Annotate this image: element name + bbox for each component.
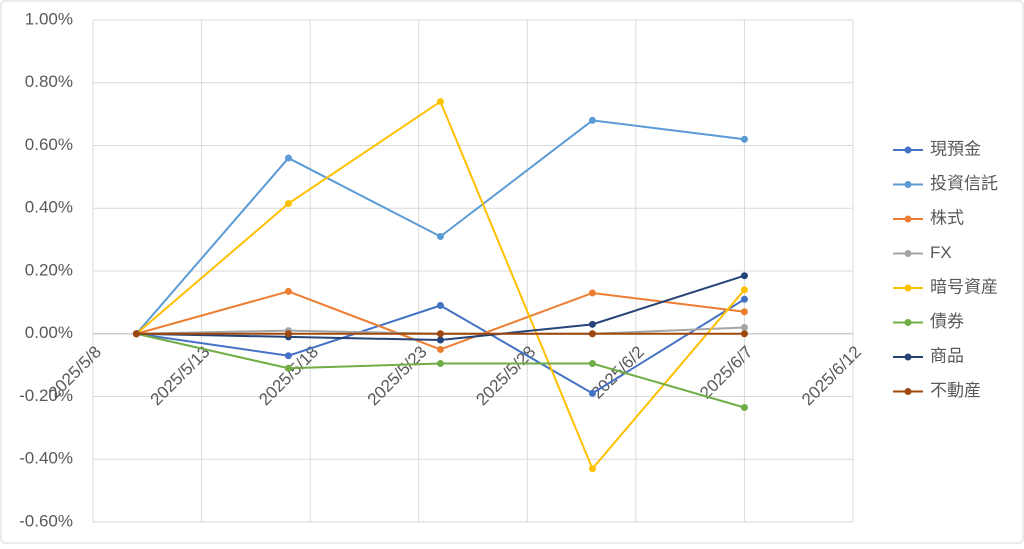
point	[588, 330, 596, 338]
point	[436, 360, 444, 368]
legend-marker	[904, 181, 912, 188]
legend-marker	[904, 215, 912, 223]
legend-marker	[904, 250, 912, 257]
legend-label: 株式	[930, 208, 964, 227]
legend-label: FX	[930, 243, 952, 262]
point	[740, 323, 748, 331]
legend-label: 商品	[930, 346, 964, 365]
point	[132, 330, 140, 338]
point	[284, 364, 292, 372]
legend-label: 債券	[930, 312, 964, 331]
point	[740, 308, 748, 316]
legend-marker	[904, 388, 912, 395]
y-tick-label: 0.60%	[25, 135, 73, 154]
legend-label: 不動産	[930, 381, 981, 400]
legend-label: 現預金	[930, 139, 981, 158]
point	[588, 389, 596, 397]
point	[436, 98, 444, 106]
y-tick-label: 0.00%	[25, 323, 73, 342]
point	[436, 336, 444, 344]
point	[284, 154, 292, 162]
y-tick-label: 0.80%	[25, 72, 73, 91]
legend-marker	[904, 146, 912, 154]
point	[588, 289, 596, 297]
point	[588, 116, 596, 124]
y-tick-label: -0.20%	[19, 386, 73, 405]
point	[740, 286, 748, 294]
point	[284, 200, 292, 208]
legend-label: 投資信託	[930, 174, 998, 193]
y-tick-label: 0.40%	[25, 198, 73, 217]
point	[740, 403, 748, 411]
y-tick-label: -0.60%	[19, 511, 73, 530]
point	[436, 232, 444, 240]
legend-label: 暗号資産	[930, 277, 998, 296]
legend-marker	[904, 284, 912, 292]
point	[740, 295, 748, 303]
legend-marker	[904, 319, 912, 326]
point	[436, 345, 444, 353]
y-tick-label: -0.40%	[19, 449, 73, 468]
y-tick-label: 1.00%	[25, 9, 73, 28]
y-tick-label: 0.20%	[25, 260, 73, 279]
point	[740, 272, 748, 280]
point	[588, 465, 596, 473]
point	[284, 287, 292, 295]
point	[436, 302, 444, 310]
point	[740, 135, 748, 143]
point	[740, 330, 748, 338]
legend-marker	[904, 353, 912, 361]
point	[436, 330, 444, 338]
point	[284, 352, 292, 360]
point	[284, 330, 292, 338]
point	[588, 320, 596, 328]
point	[588, 360, 596, 368]
